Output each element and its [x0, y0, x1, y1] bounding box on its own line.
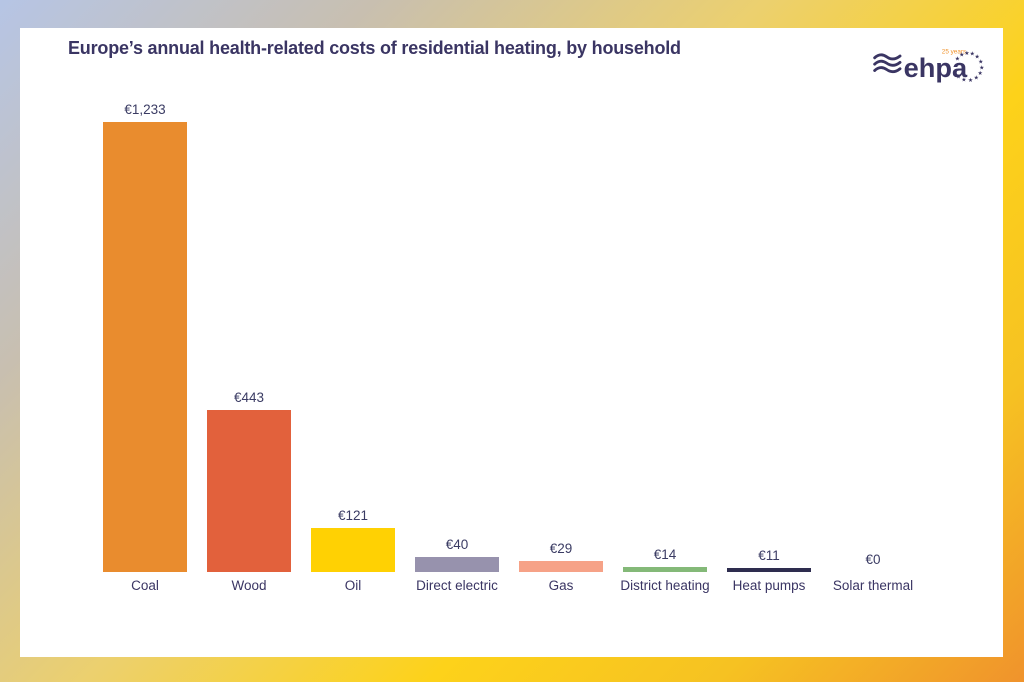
svg-text:★: ★ — [956, 73, 961, 80]
svg-text:★: ★ — [975, 54, 980, 61]
bar-value-label-coal: €1,233 — [124, 102, 166, 117]
bar-chart: €1,233 Coal €443 Wood €121 Oil €40 Direct elect… — [103, 28, 956, 657]
bar-stack-district-heating: €14 — [623, 28, 707, 572]
wave-icon — [873, 53, 902, 74]
bar-value-label-gas: €29 — [549, 541, 573, 556]
bar-group-oil: €121 Oil — [311, 28, 395, 593]
bar-value-label-district-heating: €14 — [653, 547, 677, 562]
bar-stack-oil: €121 — [311, 28, 395, 572]
bar-district-heating — [623, 567, 707, 572]
bar-group-district-heating: €14 District heating — [620, 28, 710, 593]
bar-category-label-oil: Oil — [344, 578, 362, 593]
svg-text:★: ★ — [964, 50, 969, 57]
bar-group-wood: €443 Wood — [207, 28, 291, 593]
bar-stack-gas: €29 — [519, 28, 603, 572]
ehpa-logo: ehpa 25 years ★ ★ ★ ★ ★ ★ ★ ★ ★ ★ ★ ★ — [873, 48, 985, 84]
svg-text:★: ★ — [977, 70, 982, 77]
bar-stack-coal: €1,233 — [103, 28, 187, 572]
logo-brand-text: ehpa — [904, 52, 968, 83]
svg-text:★: ★ — [978, 59, 983, 66]
bar-group-gas: €29 Gas — [519, 28, 603, 593]
svg-text:★: ★ — [968, 77, 973, 84]
bar-category-label-solar-thermal: Solar thermal — [832, 578, 914, 593]
bar-value-label-wood: €443 — [233, 390, 265, 405]
bar-wood — [207, 410, 291, 572]
svg-text:★: ★ — [974, 75, 979, 82]
bar-value-label-solar-thermal: €0 — [865, 552, 881, 567]
bar-category-label-direct-electric: Direct electric — [416, 578, 498, 593]
bar-value-label-heat-pumps: €11 — [758, 548, 780, 563]
bar-stack-heat-pumps: €11 — [727, 28, 811, 572]
svg-text:★: ★ — [970, 51, 975, 58]
bar-coal — [103, 122, 187, 572]
logo-badge-text: 25 years — [942, 48, 966, 55]
chart-card: Europe’s annual health-related costs of … — [20, 28, 1003, 657]
svg-text:★: ★ — [979, 64, 984, 71]
bar-category-label-gas: Gas — [548, 578, 574, 593]
bar-stack-wood: €443 — [207, 28, 291, 572]
svg-text:★: ★ — [961, 77, 966, 84]
bar-group-solar-thermal: €0 Solar thermal — [831, 28, 915, 593]
bar-stack-direct-electric: €40 — [415, 28, 499, 572]
bar-category-label-heat-pumps: Heat pumps — [732, 578, 806, 593]
bar-category-label-district-heating: District heating — [620, 578, 710, 593]
bar-value-label-direct-electric: €40 — [445, 537, 469, 552]
svg-text:★: ★ — [959, 52, 964, 59]
bar-category-label-coal: Coal — [131, 578, 159, 593]
bar-direct-electric — [415, 557, 499, 572]
eu-stars-icon: ★ ★ ★ ★ ★ ★ ★ ★ ★ ★ ★ ★ — [955, 50, 985, 84]
bar-group-direct-electric: €40 Direct electric — [415, 28, 499, 593]
bar-gas — [519, 561, 603, 572]
bar-group-heat-pumps: €11 Heat pumps — [727, 28, 811, 593]
bar-group-coal: €1,233 Coal — [103, 28, 187, 593]
bar-stack-solar-thermal: €0 — [831, 28, 915, 572]
bar-value-label-oil: €121 — [337, 508, 369, 523]
bar-oil — [311, 528, 395, 572]
bar-category-label-wood: Wood — [231, 578, 267, 593]
bar-heat-pumps — [727, 568, 811, 572]
chart-title: Europe’s annual health-related costs of … — [68, 38, 681, 58]
svg-text:★: ★ — [955, 55, 960, 62]
